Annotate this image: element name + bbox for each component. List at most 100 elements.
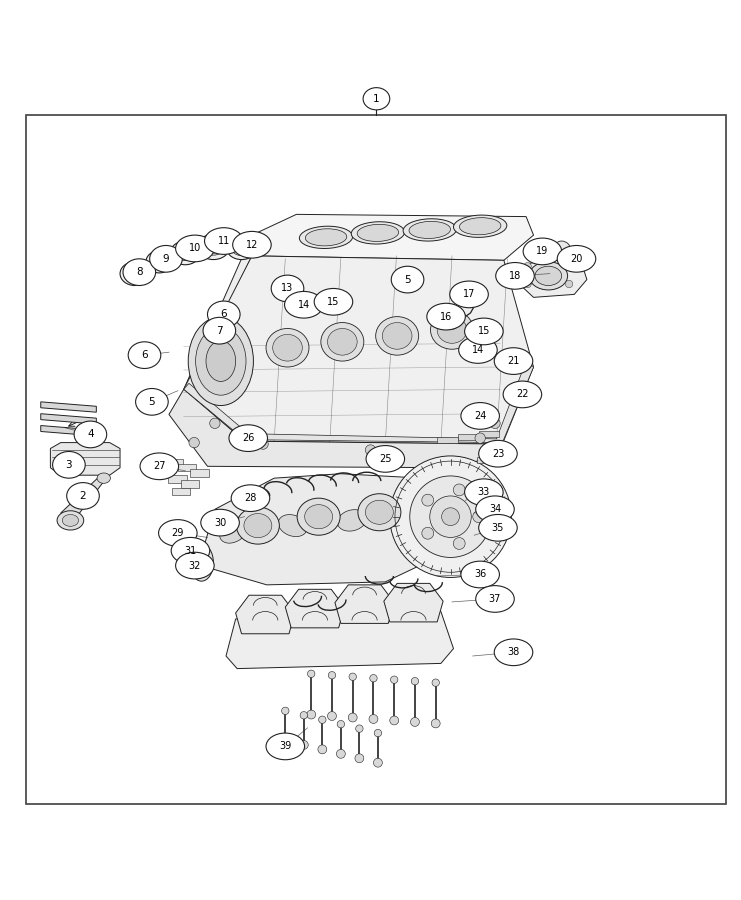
Circle shape [411, 717, 419, 726]
Ellipse shape [358, 494, 401, 531]
Ellipse shape [465, 479, 503, 506]
Text: 14: 14 [298, 300, 310, 310]
Circle shape [565, 263, 573, 270]
Circle shape [490, 418, 500, 428]
Polygon shape [50, 443, 120, 475]
Ellipse shape [176, 235, 214, 262]
Circle shape [431, 719, 440, 728]
Bar [477, 456, 498, 463]
Ellipse shape [476, 586, 514, 612]
Circle shape [328, 671, 336, 679]
Polygon shape [184, 361, 534, 443]
Ellipse shape [233, 231, 271, 258]
Ellipse shape [159, 519, 197, 546]
Circle shape [328, 712, 336, 721]
Text: 34: 34 [489, 504, 501, 514]
Ellipse shape [314, 289, 353, 315]
Text: 9: 9 [163, 254, 169, 264]
Circle shape [348, 713, 357, 722]
Polygon shape [285, 590, 345, 628]
Ellipse shape [190, 544, 213, 581]
Ellipse shape [299, 226, 353, 248]
Text: 2: 2 [80, 491, 86, 501]
Bar [458, 435, 479, 440]
Ellipse shape [146, 251, 173, 273]
Ellipse shape [271, 275, 304, 302]
Text: 8: 8 [136, 267, 142, 277]
Circle shape [430, 496, 471, 537]
Text: 13: 13 [282, 284, 293, 293]
Ellipse shape [273, 335, 302, 361]
Circle shape [453, 484, 465, 496]
Ellipse shape [125, 266, 144, 282]
Circle shape [281, 736, 290, 745]
Text: 20: 20 [571, 254, 582, 264]
Ellipse shape [62, 515, 79, 526]
Ellipse shape [357, 224, 399, 241]
Circle shape [189, 437, 199, 448]
Ellipse shape [496, 263, 534, 289]
Polygon shape [252, 214, 534, 260]
Ellipse shape [279, 515, 307, 536]
Text: 5: 5 [149, 397, 155, 407]
Circle shape [369, 715, 378, 724]
Circle shape [442, 508, 459, 526]
Circle shape [453, 537, 465, 549]
Circle shape [356, 724, 363, 733]
Circle shape [210, 418, 220, 428]
Polygon shape [61, 473, 107, 518]
Ellipse shape [494, 639, 533, 666]
Text: 6: 6 [221, 310, 227, 320]
Ellipse shape [206, 341, 236, 382]
Ellipse shape [305, 229, 347, 246]
Text: 17: 17 [463, 290, 475, 300]
Polygon shape [41, 426, 96, 436]
Circle shape [445, 316, 459, 329]
Ellipse shape [376, 317, 419, 356]
Polygon shape [184, 256, 534, 444]
Ellipse shape [74, 421, 107, 448]
Ellipse shape [266, 734, 305, 760]
Text: 18: 18 [509, 271, 521, 281]
Circle shape [422, 494, 433, 506]
Ellipse shape [321, 322, 364, 361]
Ellipse shape [427, 303, 465, 330]
Ellipse shape [557, 246, 596, 272]
Circle shape [349, 673, 356, 680]
Text: 29: 29 [172, 528, 184, 538]
Ellipse shape [453, 215, 507, 238]
Text: 3: 3 [66, 460, 72, 470]
Ellipse shape [305, 505, 333, 528]
Ellipse shape [150, 255, 168, 269]
Ellipse shape [392, 517, 420, 539]
Text: 10: 10 [189, 243, 201, 254]
Ellipse shape [227, 238, 256, 259]
Polygon shape [226, 611, 453, 669]
Ellipse shape [136, 389, 168, 415]
Text: 35: 35 [492, 523, 504, 533]
Circle shape [319, 716, 326, 724]
Polygon shape [41, 414, 96, 424]
Ellipse shape [196, 327, 246, 395]
Ellipse shape [365, 500, 393, 525]
Ellipse shape [479, 440, 517, 467]
Circle shape [373, 759, 382, 767]
Text: 28: 28 [245, 493, 256, 503]
Ellipse shape [171, 537, 210, 564]
Circle shape [129, 267, 141, 280]
Bar [181, 481, 199, 488]
Text: 16: 16 [440, 311, 452, 321]
Circle shape [524, 263, 531, 270]
Ellipse shape [97, 473, 110, 483]
Circle shape [307, 710, 316, 719]
Ellipse shape [236, 507, 279, 544]
Circle shape [282, 707, 289, 715]
Ellipse shape [328, 328, 357, 356]
Text: 39: 39 [279, 742, 291, 751]
Ellipse shape [219, 520, 247, 544]
Text: 37: 37 [489, 594, 501, 604]
Ellipse shape [53, 452, 85, 478]
Ellipse shape [431, 310, 473, 349]
Circle shape [432, 679, 439, 687]
Circle shape [154, 256, 165, 267]
